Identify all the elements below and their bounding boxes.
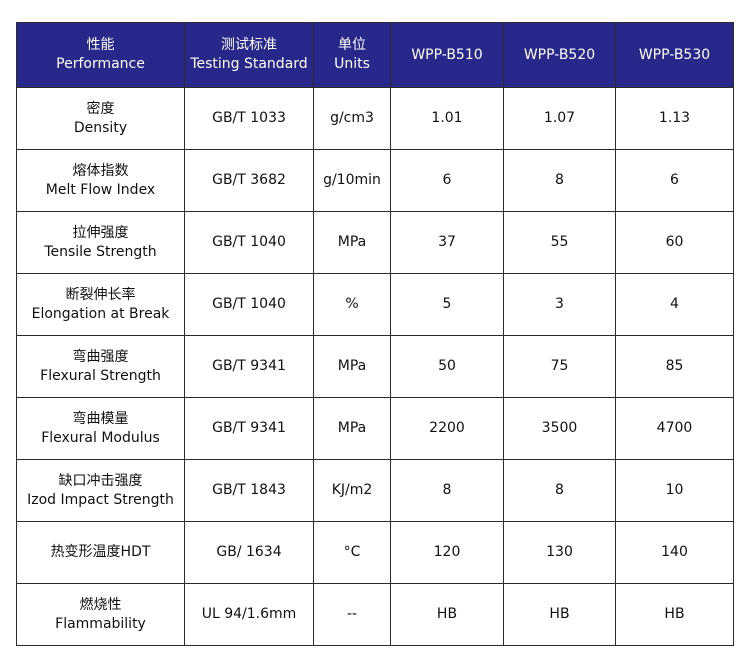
table-row: 熔体指数 Melt Flow Index GB/T 3682 g/10min 6… <box>16 149 734 212</box>
value-cell-b510: 120 <box>390 521 504 584</box>
testing-standard-cell: GB/T 1033 <box>184 87 314 150</box>
value-cell-b510: 6 <box>390 149 504 212</box>
value-cell-b530: 4 <box>615 273 734 336</box>
value-cell-b510: 8 <box>390 459 504 522</box>
value-cell-b520: 75 <box>503 335 616 398</box>
table-row: 弯曲模量 Flexural Modulus GB/T 9341 MPa 2200… <box>16 397 734 460</box>
property-name-cn: 断裂伸长率 <box>65 286 136 303</box>
property-name-cn: 弯曲强度 <box>72 348 129 365</box>
property-name-cn: 熔体指数 <box>72 162 129 179</box>
value-cell-b520: HB <box>503 583 616 646</box>
property-name-cn: 缺口冲击强度 <box>58 472 143 489</box>
header-row: 性能 Performance 测试标准 Testing Standard 单位 … <box>16 22 734 88</box>
value-cell-b520: 3 <box>503 273 616 336</box>
header-product-b510: WPP-B510 <box>390 22 504 88</box>
header-units: 单位 Units <box>313 22 391 88</box>
property-name-cell: 断裂伸长率 Elongation at Break <box>16 273 185 336</box>
header-units-en: Units <box>334 56 370 72</box>
table-row: 燃烧性 Flammability UL 94/1.6mm -- HB HB HB <box>16 583 734 646</box>
header-product-b520: WPP-B520 <box>503 22 616 88</box>
property-name-en: Elongation at Break <box>31 305 170 322</box>
header-standard-cn: 测试标准 <box>221 37 277 53</box>
header-performance: 性能 Performance <box>16 22 185 88</box>
header-product-b530: WPP-B530 <box>615 22 734 88</box>
value-cell-b530: 1.13 <box>615 87 734 150</box>
table-row: 拉伸强度 Tensile Strength GB/T 1040 MPa 37 5… <box>16 211 734 274</box>
value-cell-b520: 1.07 <box>503 87 616 150</box>
property-name-cell: 熔体指数 Melt Flow Index <box>16 149 185 212</box>
unit-cell: g/cm3 <box>313 87 391 150</box>
property-name-en: Flammability <box>55 615 146 632</box>
property-name-en: Izod Impact Strength <box>27 491 174 508</box>
unit-cell: °C <box>313 521 391 584</box>
property-name-cn: 弯曲模量 <box>72 410 129 427</box>
header-units-cn: 单位 <box>338 37 366 53</box>
table-row: 断裂伸长率 Elongation at Break GB/T 1040 % 5 … <box>16 273 734 336</box>
value-cell-b520: 130 <box>503 521 616 584</box>
property-name-cn: 热变形温度HDT <box>50 544 151 560</box>
value-cell-b510: HB <box>390 583 504 646</box>
value-cell-b530: 6 <box>615 149 734 212</box>
value-cell-b530: 4700 <box>615 397 734 460</box>
property-name-cn: 密度 <box>86 100 115 117</box>
property-name-en: Tensile Strength <box>44 243 157 260</box>
value-cell-b530: HB <box>615 583 734 646</box>
unit-cell: KJ/m2 <box>313 459 391 522</box>
property-name-cell: 弯曲强度 Flexural Strength <box>16 335 185 398</box>
properties-table: 性能 Performance 测试标准 Testing Standard 单位 … <box>16 22 734 646</box>
testing-standard-cell: UL 94/1.6mm <box>184 583 314 646</box>
unit-cell: g/10min <box>313 149 391 212</box>
table-row: 热变形温度HDT GB/ 1634 °C 120 130 140 <box>16 521 734 584</box>
property-name-cell: 燃烧性 Flammability <box>16 583 185 646</box>
value-cell-b510: 2200 <box>390 397 504 460</box>
property-name-cn: 拉伸强度 <box>72 224 129 241</box>
value-cell-b530: 85 <box>615 335 734 398</box>
property-name-en: Flexural Modulus <box>41 429 160 446</box>
testing-standard-cell: GB/T 1843 <box>184 459 314 522</box>
header-performance-cn: 性能 <box>86 37 115 53</box>
unit-cell: MPa <box>313 397 391 460</box>
value-cell-b530: 10 <box>615 459 734 522</box>
value-cell-b510: 50 <box>390 335 504 398</box>
property-name-cn: 燃烧性 <box>79 596 122 613</box>
property-name-cell: 拉伸强度 Tensile Strength <box>16 211 185 274</box>
unit-cell: -- <box>313 583 391 646</box>
table-row: 密度 Density GB/T 1033 g/cm3 1.01 1.07 1.1… <box>16 87 734 150</box>
value-cell-b520: 3500 <box>503 397 616 460</box>
testing-standard-cell: GB/ 1634 <box>184 521 314 584</box>
header-testing-standard: 测试标准 Testing Standard <box>184 22 314 88</box>
property-name-en: Melt Flow Index <box>45 181 156 198</box>
value-cell-b530: 60 <box>615 211 734 274</box>
unit-cell: % <box>313 273 391 336</box>
property-name-cell: 缺口冲击强度 Izod Impact Strength <box>16 459 185 522</box>
property-name-en: Flexural Strength <box>40 367 161 384</box>
property-name-en: Density <box>73 119 128 136</box>
testing-standard-cell: GB/T 3682 <box>184 149 314 212</box>
value-cell-b510: 1.01 <box>390 87 504 150</box>
header-standard-en: Testing Standard <box>190 56 308 72</box>
unit-cell: MPa <box>313 335 391 398</box>
unit-cell: MPa <box>313 211 391 274</box>
testing-standard-cell: GB/T 1040 <box>184 211 314 274</box>
value-cell-b510: 5 <box>390 273 504 336</box>
property-name-cell: 密度 Density <box>16 87 185 150</box>
property-name-cell: 热变形温度HDT <box>16 521 185 584</box>
value-cell-b520: 55 <box>503 211 616 274</box>
value-cell-b520: 8 <box>503 459 616 522</box>
value-cell-b520: 8 <box>503 149 616 212</box>
testing-standard-cell: GB/T 1040 <box>184 273 314 336</box>
property-name-cell: 弯曲模量 Flexural Modulus <box>16 397 185 460</box>
table-row: 弯曲强度 Flexural Strength GB/T 9341 MPa 50 … <box>16 335 734 398</box>
value-cell-b530: 140 <box>615 521 734 584</box>
testing-standard-cell: GB/T 9341 <box>184 397 314 460</box>
header-performance-en: Performance <box>56 56 145 72</box>
value-cell-b510: 37 <box>390 211 504 274</box>
testing-standard-cell: GB/T 9341 <box>184 335 314 398</box>
table-row: 缺口冲击强度 Izod Impact Strength GB/T 1843 KJ… <box>16 459 734 522</box>
